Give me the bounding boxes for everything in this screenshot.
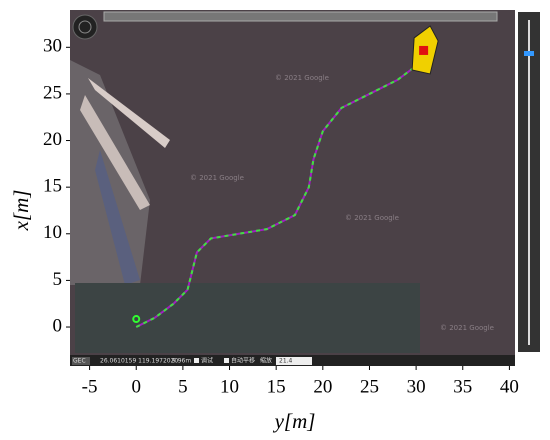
x-tick-label: 0 (131, 376, 141, 397)
x-tick-label: 35 (453, 376, 472, 397)
trajectory-dash (135, 65, 417, 328)
watermark: © 2021 Google (440, 324, 494, 332)
zoom: 缩放 (260, 357, 272, 365)
x-tick-label: 15 (267, 376, 286, 397)
mode-select[interactable] (72, 357, 90, 365)
distance: 9.96m (172, 358, 191, 365)
y-tick-label: 20 (43, 129, 62, 150)
y-tick-label: 15 (43, 176, 62, 197)
zoom-input[interactable] (276, 357, 312, 365)
y-tick-label: 25 (43, 82, 62, 103)
y-tick-label: 10 (43, 222, 62, 243)
autopan: 自动平移 (231, 357, 255, 365)
checkbox[interactable] (224, 358, 229, 363)
mode: GEC (73, 358, 86, 365)
x-tick-label: 40 (500, 376, 519, 397)
y-tick-label: 5 (53, 269, 63, 290)
y-tick-label: 30 (43, 36, 62, 57)
x-axis-label: y[m] (273, 409, 316, 433)
x-tick-label: 20 (313, 376, 332, 397)
checkbox[interactable] (194, 358, 199, 363)
compass (78, 20, 92, 34)
x-tick-label: -5 (82, 376, 98, 397)
top-bar (103, 11, 498, 22)
y-tick-label: 0 (53, 315, 63, 336)
x-tick-label: 25 (360, 376, 379, 397)
boat-marker (419, 45, 429, 55)
y-axis-label: x[m] (9, 190, 33, 232)
zoom-value: 21.4 (279, 358, 293, 365)
debug: 调试 (201, 357, 213, 365)
map-boat-shadow (95, 150, 140, 285)
watermark: © 2021 Google (275, 74, 329, 82)
map-inset (75, 283, 420, 353)
x-tick-label: 5 (178, 376, 188, 397)
x-tick-label: 30 (407, 376, 426, 397)
watermark: © 2021 Google (345, 214, 399, 222)
map-pier (80, 95, 150, 210)
compass (72, 14, 98, 40)
coords: 26.0610159 119.1972020 (100, 358, 178, 365)
x-tick-label: 10 (220, 376, 239, 397)
start-marker (132, 315, 141, 324)
map-pier (88, 78, 170, 148)
watermark: © 2021 Google (190, 174, 244, 182)
slider-thumb[interactable] (524, 51, 534, 56)
